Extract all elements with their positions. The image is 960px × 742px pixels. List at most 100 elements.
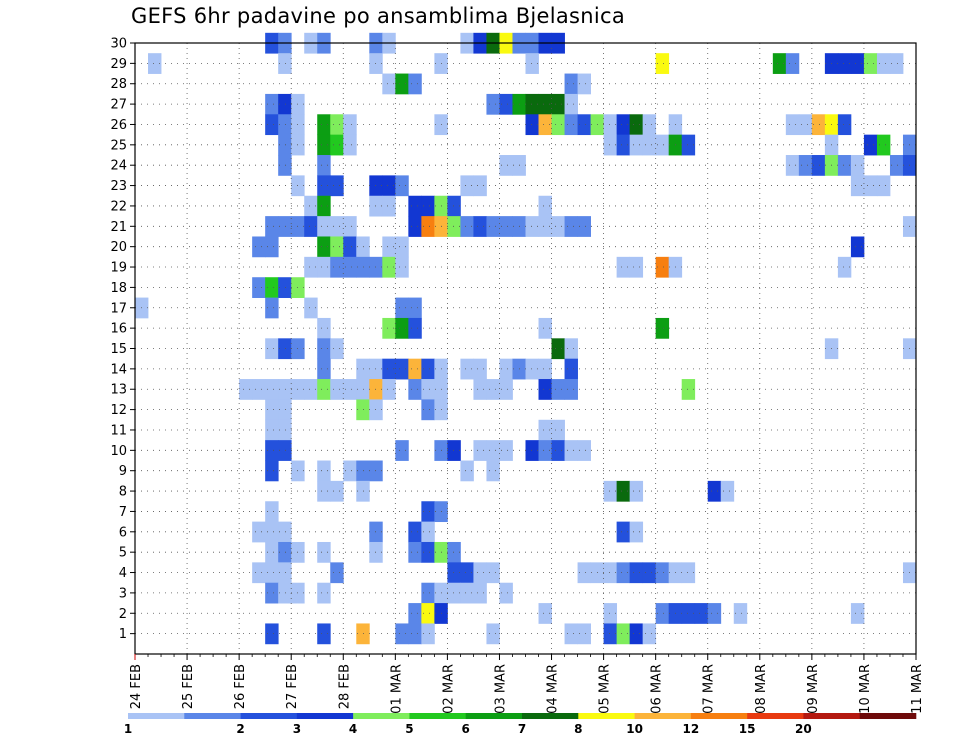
heatmap-cell bbox=[421, 379, 435, 400]
heatmap-cell bbox=[356, 623, 370, 645]
heatmap-cell bbox=[850, 155, 865, 176]
heatmap-cell bbox=[577, 216, 591, 237]
heatmap-cell bbox=[330, 480, 344, 502]
heatmap-cell bbox=[707, 480, 722, 502]
heatmap-cell bbox=[876, 175, 891, 197]
heatmap-cell bbox=[330, 114, 344, 136]
heatmap-cell bbox=[278, 541, 292, 563]
colorbar: 1 2 3 4 5 6 7 8 10 12 15 20 bbox=[124, 713, 917, 736]
heatmap-cell bbox=[343, 134, 357, 156]
heatmap-cell bbox=[278, 379, 292, 400]
heatmap-cell bbox=[278, 114, 292, 136]
heatmap-cell bbox=[538, 603, 552, 624]
heatmap-cell bbox=[239, 379, 253, 400]
heatmap-cell bbox=[265, 93, 279, 115]
heatmap-cell bbox=[317, 317, 331, 339]
heatmap-cell bbox=[408, 317, 422, 339]
heatmap-cell bbox=[278, 521, 292, 543]
heatmap-cell bbox=[538, 216, 552, 237]
heatmap-cell bbox=[538, 358, 552, 380]
heatmap-cell bbox=[681, 603, 696, 624]
heatmap-cell bbox=[304, 256, 318, 278]
heatmap-cell bbox=[772, 53, 787, 74]
heatmap-cell bbox=[460, 358, 474, 380]
heatmap-cell bbox=[447, 216, 461, 237]
heatmap-cell bbox=[369, 53, 383, 74]
x-tick-label: 02 MAR bbox=[441, 664, 456, 714]
heatmap-cell bbox=[577, 562, 591, 584]
heatmap-cell bbox=[473, 440, 487, 461]
heatmap-cell bbox=[577, 73, 591, 95]
heatmap-cell bbox=[382, 73, 396, 95]
heatmap-cell bbox=[382, 236, 396, 258]
heatmap-cell bbox=[694, 603, 709, 624]
heatmap-cell bbox=[317, 114, 331, 136]
heatmap-cell bbox=[278, 277, 292, 298]
colorbar-label: 2 bbox=[236, 722, 244, 736]
y-tick-label: 29 bbox=[110, 57, 127, 72]
heatmap-cell bbox=[421, 582, 435, 604]
heatmap-cell bbox=[577, 440, 591, 461]
heatmap-cell bbox=[421, 541, 435, 563]
heatmap-cell bbox=[317, 460, 331, 482]
heatmap-cell bbox=[889, 155, 904, 176]
heatmap-cell bbox=[538, 419, 552, 441]
heatmap-cell bbox=[629, 521, 644, 543]
heatmap-cell bbox=[369, 541, 383, 563]
y-tick-label: 14 bbox=[110, 362, 127, 377]
colorbar-label: 8 bbox=[574, 722, 582, 736]
heatmap-cell bbox=[499, 440, 513, 461]
y-axis: 1234567891011121314151617181920212223242… bbox=[110, 37, 135, 642]
heatmap-cell bbox=[603, 603, 618, 624]
heatmap-cell bbox=[655, 134, 670, 156]
heatmap-cell bbox=[616, 114, 631, 136]
heatmap-cell bbox=[408, 541, 422, 563]
heatmap-cell bbox=[317, 358, 331, 380]
heatmap-cell bbox=[460, 562, 474, 584]
heatmap-cell bbox=[564, 379, 578, 400]
heatmap-cell bbox=[681, 134, 696, 156]
heatmap-cell bbox=[395, 297, 409, 319]
heatmap-cell bbox=[317, 216, 331, 237]
colorbar-label: 7 bbox=[518, 722, 526, 736]
heatmap-cell bbox=[369, 379, 383, 400]
heatmap-cell bbox=[395, 440, 409, 461]
heatmap-cell bbox=[642, 134, 657, 156]
heatmap-cell bbox=[655, 53, 670, 74]
heatmap-cell bbox=[304, 379, 318, 400]
heatmap-cell bbox=[850, 175, 865, 197]
heatmap-cell bbox=[473, 379, 487, 400]
heatmap-cell bbox=[395, 175, 409, 197]
heatmap-cell bbox=[317, 582, 331, 604]
heatmap-cell bbox=[252, 379, 266, 400]
heatmap-cell bbox=[408, 73, 422, 95]
y-tick-label: 19 bbox=[110, 261, 127, 276]
y-tick-label: 15 bbox=[110, 342, 127, 357]
y-tick-label: 28 bbox=[110, 77, 127, 92]
y-tick-label: 5 bbox=[119, 546, 127, 561]
colorbar-label: 15 bbox=[739, 722, 756, 736]
heatmap-cell bbox=[408, 623, 422, 645]
y-tick-label: 16 bbox=[110, 322, 127, 337]
heatmap-cell bbox=[356, 256, 370, 278]
heatmap-cell bbox=[317, 541, 331, 563]
x-tick-label: 10 MAR bbox=[858, 664, 873, 714]
colorbar-segment bbox=[634, 713, 692, 719]
heatmap-cell bbox=[317, 195, 331, 217]
heatmap-cell bbox=[720, 480, 735, 502]
y-tick-label: 22 bbox=[110, 199, 127, 214]
heatmap-cell bbox=[421, 521, 435, 543]
heatmap-cell bbox=[317, 623, 331, 645]
heatmap-cell bbox=[395, 236, 409, 258]
colorbar-segment bbox=[128, 713, 185, 719]
heatmap-cell bbox=[616, 562, 631, 584]
heatmap-cell bbox=[564, 114, 578, 136]
heatmap-cell bbox=[447, 195, 461, 217]
y-tick-label: 30 bbox=[110, 37, 127, 52]
heatmap-cell bbox=[629, 134, 644, 156]
x-tick-label: 11 MAR bbox=[910, 664, 925, 714]
heatmap-cell bbox=[473, 175, 487, 197]
heatmap-cell bbox=[408, 216, 422, 237]
heatmap-cell bbox=[395, 623, 409, 645]
x-tick-label: 26 FEB bbox=[233, 664, 248, 709]
